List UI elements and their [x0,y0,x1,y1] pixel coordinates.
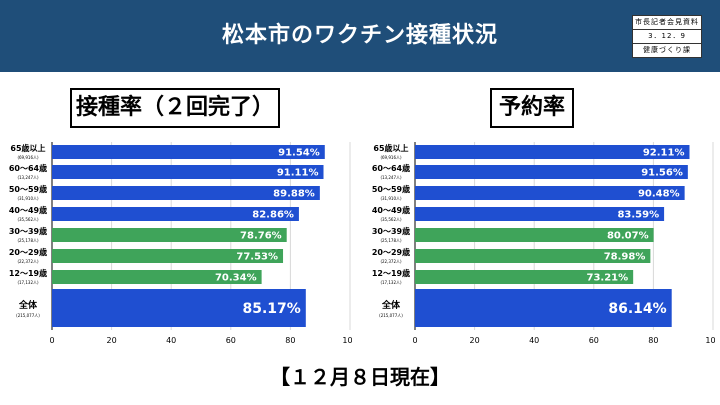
category-label: 50～59歳 [9,184,47,194]
bar [52,228,287,242]
bar [52,145,325,159]
category-population: (13,247人) [17,175,39,180]
bar [52,289,306,327]
category-population: (13,247人) [380,175,402,180]
data-label: 91.56% [641,168,683,179]
category-population: (17,132人) [17,280,39,285]
category-label: 全体 [381,299,401,311]
as-of-date: 【１２月８日現在】 [270,365,450,389]
category-label: 60～64歳 [372,163,410,173]
header-bar: 松本市のワクチン接種状況 市長記者会見資料 3．12．9 健康づくり課 [0,0,720,72]
press-release-box: 市長記者会見資料 3．12．9 健康づくり課 [632,15,702,58]
left-chart-title: 接種率（２回完了） [70,88,280,128]
bar [415,228,654,242]
data-label: 82.86% [252,210,294,221]
reservation-rate-chart: 0 20 40 60 80 100 92.11% 65歳以上 (69,916人) 91.56% 60… [365,140,715,355]
x-tick-label: 80 [648,336,658,345]
x-tick-label: 40 [529,336,539,345]
category-population: (17,132人) [380,280,402,285]
x-tick-label: 0 [49,336,54,345]
category-label: 30～39歳 [372,226,410,236]
bar [415,270,634,284]
data-label: 92.11% [643,148,685,159]
x-tick-label: 100 [705,336,715,345]
data-label: 70.34% [215,273,257,284]
category-label: 50～59歳 [372,184,410,194]
bar [415,207,665,221]
data-label: 83.59% [617,210,659,221]
category-population: (31,910人) [17,196,39,201]
category-population: (22,372人) [380,259,402,264]
category-label: 40～49歳 [372,205,410,215]
data-label: 73.21% [587,273,629,284]
category-label: 20～29歳 [372,247,410,257]
data-label: 77.53% [236,252,278,263]
data-label: 90.48% [638,189,680,200]
data-label: 91.11% [277,168,319,179]
x-tick-label: 60 [226,336,236,345]
bar [415,165,688,179]
vaccination-rate-chart: 0 20 40 60 80 100 91.54% 65歳以上 (69,916人) 91.11% 60… [2,140,352,355]
category-population: (31,910人) [380,196,402,201]
category-population: (35,562人) [380,217,402,222]
category-label: 20～29歳 [9,247,47,257]
chart-svg: 0 20 40 60 80 100 91.54% 65歳以上 (69,916人) 91.11% 60… [9,142,352,345]
x-tick-label: 0 [412,336,417,345]
bar [52,186,320,200]
x-tick-label: 60 [589,336,599,345]
bar [52,270,262,284]
data-label: 78.98% [604,252,646,263]
category-label: 65歳以上 [10,143,45,153]
data-label: 91.54% [278,148,320,159]
category-population: (22,372人) [17,259,39,264]
category-population: (35,562人) [17,217,39,222]
data-label: 89.88% [273,189,315,200]
data-label: 78.76% [240,231,282,242]
category-label: 12～19歳 [372,268,410,278]
data-label: 80.07% [607,231,649,242]
x-tick-label: 80 [285,336,295,345]
bar [52,165,324,179]
category-population: (69,916人) [380,155,402,160]
category-population: (25,178人) [17,238,39,243]
category-label: 40～49歳 [9,205,47,215]
category-label: 65歳以上 [373,143,408,153]
bar [52,249,284,263]
bar [415,186,685,200]
category-population: (25,178人) [380,238,402,243]
data-label: 85.17% [242,301,300,317]
data-label: 86.14% [608,301,666,317]
page-title: 松本市のワクチン接種状況 [221,23,498,48]
bar [52,207,299,221]
category-label: 全体 [18,299,38,311]
x-tick-label: 40 [166,336,176,345]
press-label-department: 健康づくり課 [633,43,701,57]
category-label: 12～19歳 [9,268,47,278]
right-chart-title: 予約率 [490,88,574,128]
press-label-title: 市長記者会見資料 [635,18,699,26]
x-tick-label: 20 [470,336,480,345]
bar [415,289,672,327]
x-tick-label: 100 [342,336,352,345]
category-population: (69,916人) [17,155,39,160]
x-tick-label: 20 [107,336,117,345]
category-population: (215,077人) [379,313,403,318]
bar [415,145,690,159]
press-label-date: 3．12．9 [633,29,701,43]
chart-svg: 0 20 40 60 80 100 92.11% 65歳以上 (69,916人) 91.56% 60… [372,142,715,345]
category-label: 60～64歳 [9,163,47,173]
bar [415,249,651,263]
category-label: 30～39歳 [9,226,47,236]
category-population: (215,077人) [16,313,40,318]
